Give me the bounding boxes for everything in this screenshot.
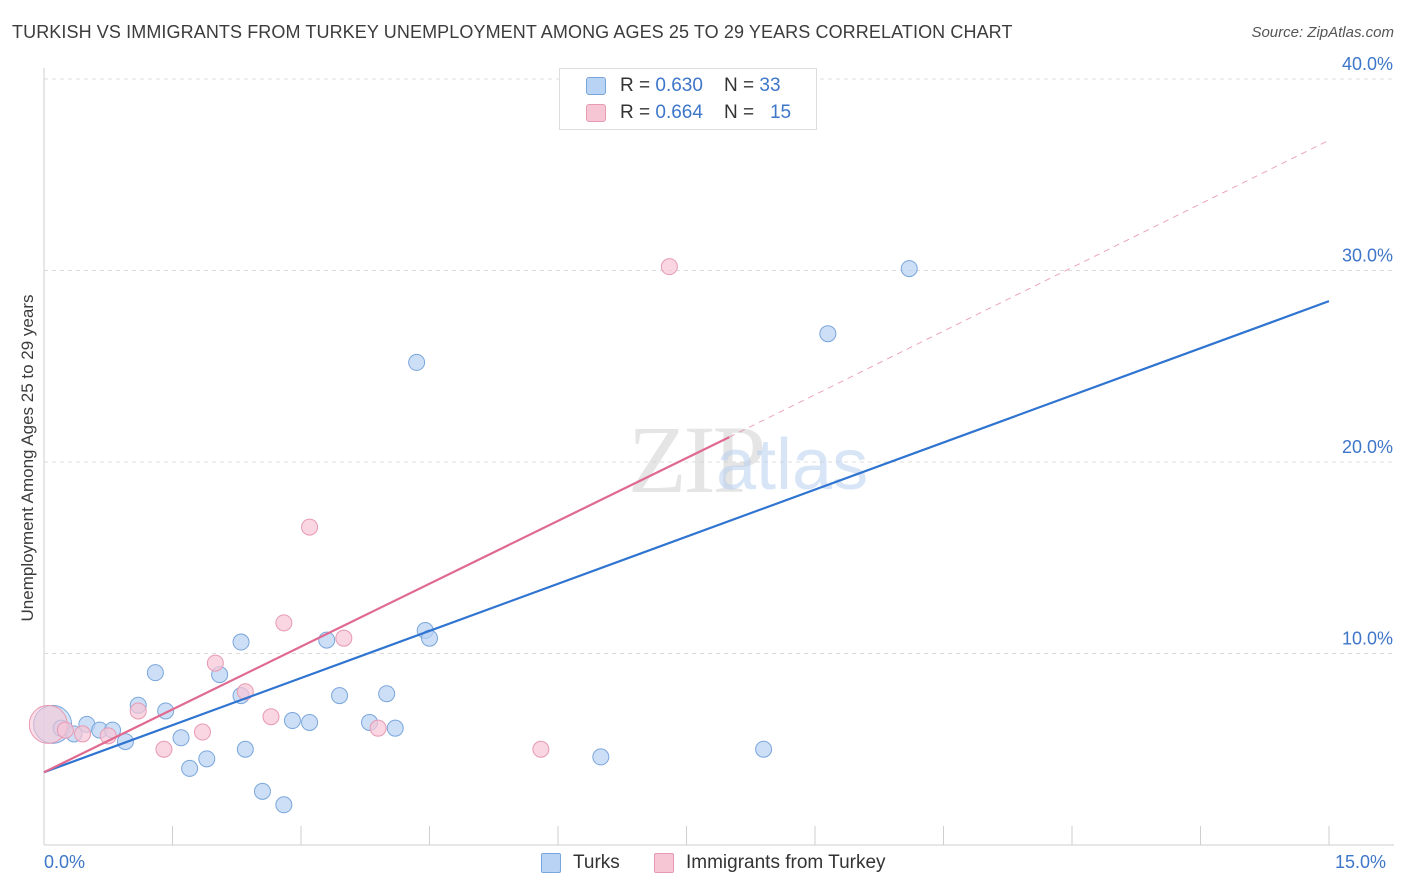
chart-title: TURKISH VS IMMIGRANTS FROM TURKEY UNEMPL… <box>12 22 1013 42</box>
x-tick-min: 0.0% <box>44 852 86 872</box>
y-axis-label: Unemployment Among Ages 25 to 29 years <box>18 294 37 622</box>
immigrants-point <box>129 702 147 720</box>
turks-n-label: N = <box>724 75 760 96</box>
immigrants-point <box>660 258 678 276</box>
turks-point <box>301 713 319 731</box>
turks-point <box>386 719 404 737</box>
turks-point <box>331 687 349 705</box>
immigrants-point <box>206 654 224 672</box>
turks-point <box>146 664 164 682</box>
immigrants-n-value: 15 <box>769 102 792 123</box>
turks-point <box>283 712 301 730</box>
immigrants-point <box>74 725 92 743</box>
watermark-zip: ZIP <box>628 406 763 513</box>
immigrants-point <box>532 740 550 758</box>
turks-point <box>275 796 293 814</box>
turks-swatch <box>586 77 606 95</box>
turks-point <box>172 729 190 747</box>
correlation-legend: R = 0.630 N = 33 R = 0.664 N = 15 <box>559 68 817 130</box>
immigrants-point <box>369 719 387 737</box>
turks-point <box>236 740 254 758</box>
turks-trend-line <box>43 300 1330 774</box>
turks-point <box>819 325 837 343</box>
x-tick-max: 15.0% <box>1335 852 1387 872</box>
watermark-atlas: atlas <box>716 425 868 505</box>
turks-point <box>198 750 216 768</box>
immigrants-r-value: 0.664 <box>655 102 703 123</box>
immigrants-swatch <box>586 104 606 122</box>
immigrants-n-label: N = <box>724 102 760 123</box>
y-tick-label: 20.0% <box>1342 437 1393 457</box>
turks-r-value: 0.630 <box>655 75 703 96</box>
immigrants-point <box>301 518 319 536</box>
source-label: Source: ZipAtlas.com <box>1251 24 1394 41</box>
immigrants-point <box>275 614 293 632</box>
immigrants-point <box>335 629 353 647</box>
immigrants-trend-extension <box>729 139 1330 438</box>
y-tick-label: 40.0% <box>1342 54 1393 74</box>
turks-point <box>755 740 773 758</box>
immigrants-point <box>56 721 74 739</box>
trend-layer <box>43 139 1330 774</box>
immigrants-point <box>155 740 173 758</box>
immigrants-legend-label: Immigrants from Turkey <box>686 852 886 873</box>
turks-point <box>900 260 918 278</box>
turks-point <box>232 633 250 651</box>
turks-legend-swatch <box>541 853 561 873</box>
turks-point <box>253 782 271 800</box>
immigrants-legend-swatch <box>654 853 674 873</box>
immigrants-point <box>262 708 280 726</box>
y-tick-labels: 10.0% 20.0% 30.0% 40.0% <box>1342 54 1393 649</box>
immigrants-point <box>193 723 211 741</box>
turks-point <box>181 759 199 777</box>
turks-point <box>378 685 396 703</box>
turks-point <box>408 353 426 371</box>
watermark: ZIP atlas <box>628 406 868 513</box>
immigrants-trend-line <box>43 436 730 774</box>
point-layer <box>28 258 918 814</box>
turks-n-value: 33 <box>759 75 781 96</box>
y-tick-label: 10.0% <box>1342 629 1393 649</box>
immigrants-r-label: R = <box>620 102 656 123</box>
turks-legend-label: Turks <box>573 852 620 873</box>
grid-layer <box>44 78 1394 654</box>
turks-point <box>592 748 610 766</box>
y-tick-label: 30.0% <box>1342 246 1393 266</box>
turks-r-label: R = <box>620 75 656 96</box>
